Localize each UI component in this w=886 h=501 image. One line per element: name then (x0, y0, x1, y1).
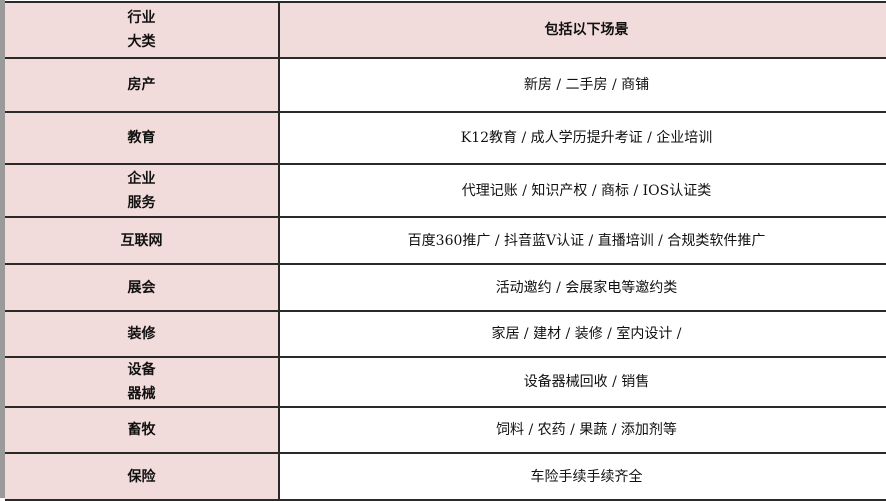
scenes-cell: 饲料 / 农药 / 果蔬 / 添加剂等 (278, 406, 886, 454)
table-row: 展会 活动邀约 / 会展家电等邀约类 (5, 263, 886, 312)
table-row: 企业 服务 代理记账 / 知识产权 / 商标 / IOS认证类 (5, 163, 886, 218)
header-scenes: 包括以下场景 (278, 1, 886, 59)
table-row: 房产 新房 / 二手房 / 商铺 (5, 57, 886, 113)
header-category: 行业 大类 (5, 1, 280, 59)
category-cell: 互联网 (5, 216, 280, 265)
header-category-line: 行业 (127, 10, 156, 26)
category-cell: 畜牧 (5, 406, 280, 454)
category-cell: 教育 (5, 111, 280, 165)
table-row: 保险 车险手续手续齐全 (5, 452, 886, 501)
scenes-cell: 活动邀约 / 会展家电等邀约类 (278, 263, 886, 312)
scenes-cell: 新房 / 二手房 / 商铺 (278, 57, 886, 113)
scenes-cell: 车险手续手续齐全 (278, 452, 886, 501)
category-label: 展会 (127, 279, 156, 296)
category-label: 服务 (127, 194, 156, 211)
table-row: 畜牧 饲料 / 农药 / 果蔬 / 添加剂等 (5, 406, 886, 454)
category-cell: 装修 (5, 310, 280, 358)
category-label: 保险 (127, 468, 156, 485)
category-cell: 房产 (5, 57, 280, 113)
scenes-cell: 家居 / 建材 / 装修 / 室内设计 / (278, 310, 886, 358)
category-label: 设备 (127, 362, 156, 378)
table-row: 装修 家居 / 建材 / 装修 / 室内设计 / (5, 310, 886, 358)
left-window-edge (0, 0, 5, 498)
scenes-cell: 代理记账 / 知识产权 / 商标 / IOS认证类 (278, 163, 886, 218)
category-label: 企业 (127, 170, 156, 187)
table-header-row: 行业 大类 包括以下场景 (5, 1, 886, 59)
industry-table: 行业 大类 包括以下场景 房产 新房 / 二手房 / 商铺教育 K12教育 / 成人… (5, 1, 886, 501)
category-label: 装修 (127, 326, 156, 342)
category-label: 互联网 (120, 232, 163, 249)
scenes-cell: K12教育 / 成人学历提升考证 / 企业培训 (278, 111, 886, 165)
category-label: 器械 (127, 386, 156, 402)
category-label: 教育 (127, 130, 156, 146)
table-row: 教育 K12教育 / 成人学历提升考证 / 企业培训 (5, 111, 886, 165)
category-label: 畜牧 (127, 422, 156, 438)
header-category-line: 大类 (127, 34, 156, 50)
category-cell: 展会 (5, 263, 280, 312)
table-row: 互联网 百度360推广 / 抖音蓝V认证 / 直播培训 / 合规类软件推广 (5, 216, 886, 265)
category-cell: 企业 服务 (5, 163, 280, 218)
scenes-cell: 百度360推广 / 抖音蓝V认证 / 直播培训 / 合规类软件推广 (278, 216, 886, 265)
category-label: 房产 (127, 77, 156, 93)
category-cell: 保险 (5, 452, 280, 501)
scenes-cell: 设备器械回收 / 销售 (278, 356, 886, 408)
table-row: 设备 器械 设备器械回收 / 销售 (5, 356, 886, 408)
category-cell: 设备 器械 (5, 356, 280, 408)
